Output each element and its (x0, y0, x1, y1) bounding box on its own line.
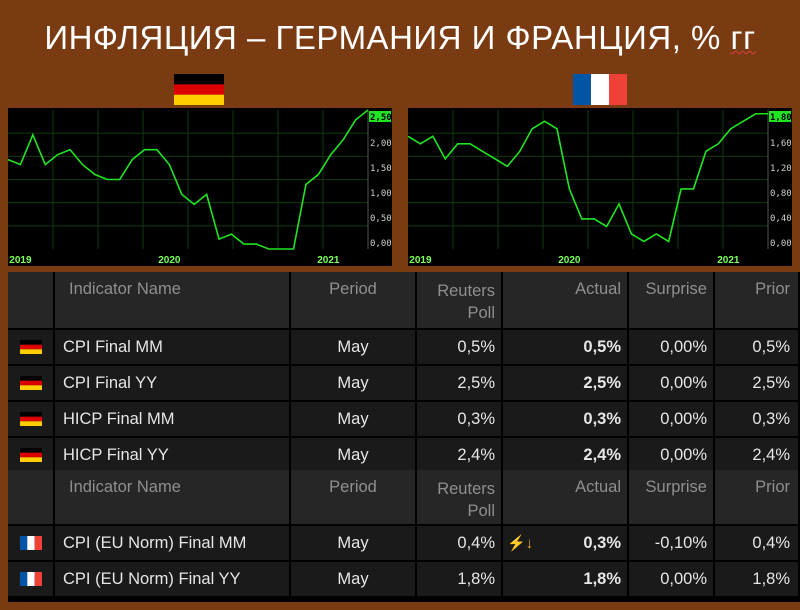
header-indicator-name: Indicator Name (55, 470, 291, 524)
indicator-name: CPI (EU Norm) Final YY (55, 562, 291, 596)
period-value: May (291, 526, 417, 560)
header-reuters-poll: Reuters Poll (417, 272, 503, 328)
de-y-tick-label: 2,00 (370, 139, 392, 149)
title-unit: гг (730, 19, 756, 56)
table-row[interactable]: HICP Final YY May 2,4% 2,4% 0,00% 2,4% (8, 438, 800, 472)
france-chart-svg: 1,80 1,60 1,20 0,80 0,40 0,00 2019 2020 2021 (408, 110, 792, 266)
actual-value: 2,4% (503, 438, 629, 472)
de-flag-icon (8, 366, 55, 400)
table-row[interactable]: CPI (EU Norm) Final YY May 1,8% 1,8% 0,00% 1,… (8, 562, 800, 596)
fr-current-value-box (769, 111, 791, 122)
fr-y-tick-label: 0,80 (770, 189, 792, 199)
header-prior: Prior (715, 272, 800, 328)
actual-value: 1,8% (503, 562, 629, 596)
germany-flag-icon (174, 74, 224, 105)
de-series-line (8, 109, 369, 250)
header-reuters-poll: Reuters Poll (417, 470, 503, 524)
period-value: May (291, 366, 417, 400)
fr-current-value-label: 1,80 (770, 113, 792, 123)
de-y-tick-label: 1,50 (370, 164, 392, 174)
reuters-poll-value: 0,3% (417, 402, 503, 436)
fr-series-line (408, 112, 768, 243)
de-flag-icon (8, 402, 55, 436)
de-x-tick-label: 2020 (158, 255, 181, 266)
prior-value: 1,8% (715, 562, 800, 596)
germany-inflation-chart: 2,50 2,00 1,50 1,00 0,50 0,00 2019 2020 2021 (8, 108, 392, 266)
fr-flag-icon (8, 562, 55, 596)
fr-y-tick-label: 0,00 (770, 239, 792, 249)
fr-y-tick-label: 0,40 (770, 214, 792, 224)
indicator-name: CPI Final YY (55, 366, 291, 400)
de-x-tick-label: 2021 (317, 255, 340, 266)
de-flag-icon (8, 330, 55, 364)
de-grid (8, 110, 368, 249)
surprise-value: 0,00% (629, 366, 715, 400)
actual-value: 0,5% (503, 330, 629, 364)
period-value: May (291, 438, 417, 472)
table-row[interactable]: CPI Final YY May 2,5% 2,5% 0,00% 2,5% (8, 366, 800, 400)
fr-flag-icon (8, 526, 55, 560)
table-row[interactable]: CPI Final MM May 0,5% 0,5% 0,00% 0,5% (8, 330, 800, 364)
fr-x-tick-label: 2020 (558, 255, 581, 266)
reuters-poll-value: 0,5% (417, 330, 503, 364)
period-value: May (291, 402, 417, 436)
title-text: ИНФЛЯЦИЯ – ГЕРМАНИЯ И ФРАНЦИЯ, % (44, 19, 731, 56)
germany-chart-svg: 2,50 2,00 1,50 1,00 0,50 0,00 2019 2020 2021 (8, 109, 392, 266)
indicator-name: CPI Final MM (55, 330, 291, 364)
de-flag-icon (8, 438, 55, 472)
prior-value: 0,3% (715, 402, 800, 436)
surprise-value: 0,00% (629, 330, 715, 364)
reuters-poll-value: 2,4% (417, 438, 503, 472)
table-row[interactable]: CPI (EU Norm) Final MM May 0,4% ⚡↓ 0,3% -0,10… (8, 526, 800, 560)
fr-x-tick-label: 2021 (717, 255, 740, 266)
de-y-tick-label: 0,00 (370, 239, 392, 249)
indicator-name: HICP Final MM (55, 402, 291, 436)
period-value: May (291, 562, 417, 596)
indicators-table: Indicator Name Period Reuters Poll Actual Sur… (8, 272, 800, 602)
header-actual: Actual (503, 470, 629, 524)
indicator-name: CPI (EU Norm) Final MM (55, 526, 291, 560)
france-inflation-chart: 1,80 1,60 1,20 0,80 0,40 0,00 2019 2020 2021 (408, 108, 792, 266)
france-flag-icon (573, 74, 627, 105)
actual-value: 0,3% (503, 402, 629, 436)
de-y-tick-label: 1,00 (370, 189, 392, 199)
fr-x-tick-label: 2019 (409, 255, 432, 266)
surprise-value: -0,10% (629, 526, 715, 560)
de-x-tick-label: 2019 (9, 255, 32, 266)
header-surprise: Surprise (629, 470, 715, 524)
fr-y-tick-label: 1,60 (770, 139, 792, 149)
header-prior: Prior (715, 470, 800, 524)
table-header-row-france: Indicator Name Period Reuters Poll Actual Sur… (8, 470, 800, 524)
de-current-value-label: 2,50 (370, 113, 392, 123)
de-y-tick-label: 0,50 (370, 214, 392, 224)
prior-value: 0,5% (715, 330, 800, 364)
surprise-alert-icon: ⚡↓ (507, 535, 534, 552)
fr-grid (408, 110, 768, 249)
header-surprise: Surprise (629, 272, 715, 328)
header-period: Period (291, 470, 417, 524)
actual-value: ⚡↓ 0,3% (503, 526, 629, 560)
actual-value: 2,5% (503, 366, 629, 400)
header-flag-col (8, 272, 55, 328)
header-actual: Actual (503, 272, 629, 328)
surprise-value: 0,00% (629, 562, 715, 596)
prior-value: 2,5% (715, 366, 800, 400)
prior-value: 2,4% (715, 438, 800, 472)
header-indicator-name: Indicator Name (55, 272, 291, 328)
period-value: May (291, 330, 417, 364)
prior-value: 0,4% (715, 526, 800, 560)
table-row[interactable]: HICP Final MM May 0,3% 0,3% 0,00% 0,3% (8, 402, 800, 436)
header-flag-col (8, 470, 55, 524)
indicator-name: HICP Final YY (55, 438, 291, 472)
reuters-poll-value: 1,8% (417, 562, 503, 596)
reuters-poll-value: 0,4% (417, 526, 503, 560)
page-title: ИНФЛЯЦИЯ – ГЕРМАНИЯ И ФРАНЦИЯ, % гг (0, 0, 800, 76)
header-period: Period (291, 272, 417, 328)
surprise-value: 0,00% (629, 402, 715, 436)
reuters-poll-value: 2,5% (417, 366, 503, 400)
fr-y-tick-label: 1,20 (770, 164, 792, 174)
de-current-value-box (369, 111, 391, 122)
table-header-row-germany: Indicator Name Period Reuters Poll Actual Sur… (8, 272, 800, 328)
surprise-value: 0,00% (629, 438, 715, 472)
